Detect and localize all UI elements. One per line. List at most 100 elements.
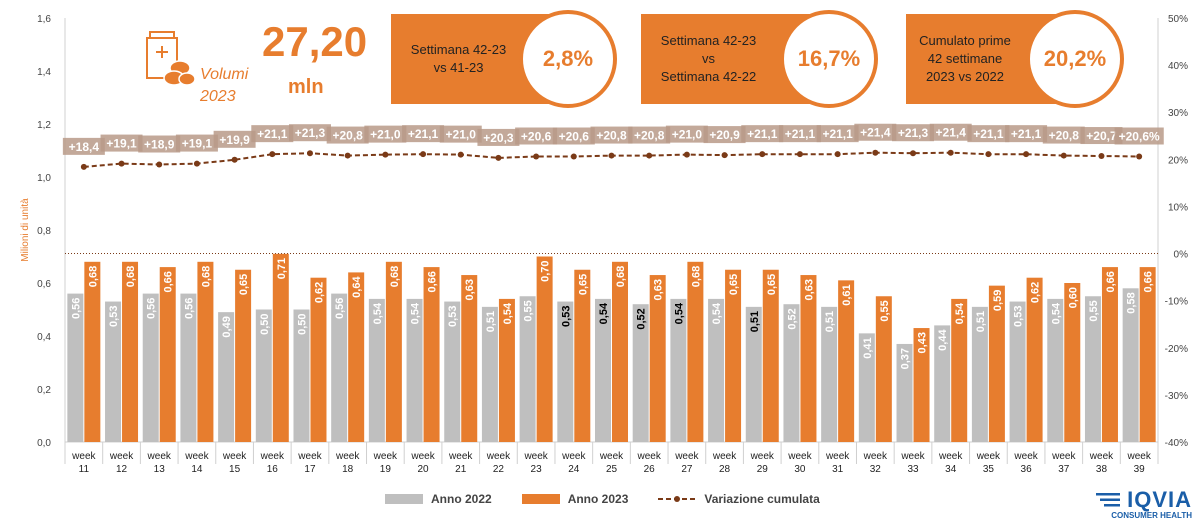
cumulative-label-box — [741, 125, 784, 143]
bar-2023 — [498, 298, 515, 442]
cumulative-label-box — [515, 127, 558, 145]
bar-label-2022: 0,51 — [824, 311, 836, 332]
bar-label-2022: 0,54 — [598, 302, 610, 324]
iqvia-logo: IQVIA CONSUMER HEALTH — [1096, 487, 1196, 521]
bar-2022 — [1009, 301, 1026, 442]
bar-2023 — [800, 275, 817, 442]
cumulative-variation-point — [80, 163, 87, 170]
legend-swatch-2023 — [521, 494, 560, 504]
bar-label-2023: 0,62 — [313, 282, 325, 303]
bar-label-2023: 0,62 — [1030, 282, 1042, 303]
cumulative-variation-point — [1098, 153, 1105, 160]
cumulative-variation-label: +20,7 — [1086, 129, 1117, 143]
x-tick-label-week: week — [1126, 451, 1151, 462]
cumulative-variation-label: +21,1 — [747, 127, 778, 141]
bar-2022 — [858, 333, 875, 442]
cumulative-variation-point — [1060, 152, 1067, 159]
x-tick-label-week: week — [109, 451, 134, 462]
x-tick-label-number: 25 — [606, 464, 618, 475]
bar-2023 — [423, 267, 440, 442]
bar-label-2023: 0,64 — [351, 276, 363, 298]
x-tick-label-week: week — [1089, 451, 1114, 462]
x-tick-label-week: week — [787, 451, 812, 462]
cumulative-variation-point — [231, 156, 238, 163]
x-tick-label-week: week — [900, 451, 925, 462]
cumulative-variation-label: +21,4 — [936, 126, 967, 140]
cumulative-label-box — [402, 125, 445, 143]
y-tick-label: 1,2 — [37, 120, 51, 131]
bar-2023 — [612, 261, 628, 442]
bar-label-2022: 0,53 — [108, 306, 120, 327]
cumulative-variation-point — [1136, 153, 1143, 160]
x-tick-label-number: 13 — [154, 464, 166, 475]
cumulative-label-box — [778, 125, 821, 143]
x-tick-label-number: 23 — [531, 464, 543, 475]
cumulative-variation-label: +21,1 — [973, 127, 1004, 141]
x-tick-label-number: 33 — [907, 464, 919, 475]
bar-label-2023: 0,60 — [1067, 287, 1079, 308]
legend-item-2022: Anno 2022 — [385, 492, 492, 506]
bar-label-2022: 0,54 — [711, 302, 723, 324]
bar-2023 — [725, 269, 742, 442]
y-tick-label: 1,4 — [37, 67, 51, 78]
cumulative-label-box — [1005, 125, 1048, 143]
bar-label-2022: 0,41 — [862, 337, 874, 358]
bar-2022 — [632, 304, 649, 442]
cumulative-variation-point — [759, 151, 766, 158]
kpi-value: 20,2% — [1026, 10, 1124, 108]
cumulative-label-box — [251, 125, 294, 143]
cumulative-label-box — [816, 125, 859, 143]
bar-label-2022: 0,56 — [183, 298, 195, 319]
bar-2023 — [235, 269, 252, 442]
bar-label-2022: 0,52 — [636, 308, 648, 329]
bar-label-2023: 0,65 — [728, 274, 740, 295]
cumulative-variation-point — [382, 151, 389, 158]
y2-tick-label: 20% — [1168, 155, 1188, 166]
bar-2023 — [197, 261, 214, 442]
bar-label-2022: 0,53 — [447, 306, 459, 327]
cumulative-variation-point — [533, 153, 540, 160]
cumulative-variation-point — [721, 152, 728, 159]
bar-2022 — [218, 312, 235, 442]
kpi-value: 16,7% — [780, 10, 878, 108]
x-tick-label-number: 31 — [832, 464, 844, 475]
bar-2023 — [272, 253, 289, 442]
cumulative-label-box — [552, 127, 595, 145]
cumulative-variation-label: +21,3 — [898, 126, 929, 140]
bar-label-2023: 0,54 — [954, 302, 966, 324]
medicine-box-pills-icon — [146, 31, 196, 86]
bar-label-2022: 0,50 — [296, 314, 308, 335]
kpi-text-line: 42 settimane — [927, 51, 1003, 66]
cumulative-variation-label: +21,4 — [860, 126, 891, 140]
y2-tick-label: 50% — [1168, 14, 1188, 25]
y-tick-label: 0,0 — [37, 438, 51, 449]
bar-2023 — [951, 298, 968, 442]
x-tick-label-week: week — [297, 451, 322, 462]
bar-2022 — [821, 306, 838, 442]
bar-2022 — [971, 306, 988, 442]
cumulative-label-box — [854, 123, 897, 141]
x-tick-label-week: week — [523, 451, 548, 462]
logo-subtitle: CONSUMER HEALTH — [1111, 511, 1192, 520]
bar-label-2023: 0,68 — [690, 266, 702, 287]
cumulative-variation-label: +20,8 — [596, 129, 627, 143]
cumulative-variation-point — [306, 150, 313, 157]
cumulative-variation-label: +18,9 — [144, 138, 175, 152]
y2-tick-label: -40% — [1165, 438, 1188, 449]
cumulative-variation-label: +21,1 — [408, 127, 439, 141]
bar-label-2022: 0,58 — [1126, 292, 1138, 313]
kpi-text-line: 2023 vs 2022 — [925, 69, 1005, 84]
bar-label-2022: 0,53 — [560, 306, 572, 327]
legend-item-2023: Anno 2023 — [521, 492, 628, 506]
cumulative-label-box — [929, 123, 972, 141]
cumulative-label-box — [1042, 126, 1085, 144]
cumulative-variation-point — [193, 160, 200, 167]
cumulative-variation-label: +21,1 — [257, 127, 288, 141]
cumulative-label-box — [967, 125, 1010, 143]
bar-2022 — [368, 298, 385, 442]
x-tick-label-number: 37 — [1058, 464, 1070, 475]
x-tick-label-number: 32 — [870, 464, 882, 475]
bar-label-2023: 0,66 — [163, 271, 175, 292]
cumulative-variation-point — [269, 151, 276, 158]
x-tick-label-number: 12 — [116, 464, 128, 475]
